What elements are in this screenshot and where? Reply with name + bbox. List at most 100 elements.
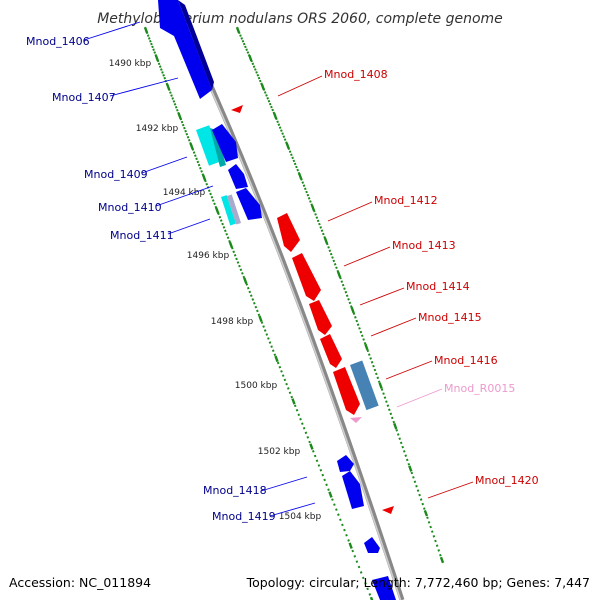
outer-ring-mark [341,283,345,287]
outer-ring-mark [434,539,437,543]
gene-mnod-1416-steel[interactable] [350,360,379,411]
gene-mnod-1408[interactable] [231,105,243,113]
inner-ring-mark [239,268,243,272]
outer-tick-ring [235,26,445,564]
gene-mnod-1409[interactable] [196,125,223,166]
outer-ring-mark [240,37,243,40]
gene-label-right[interactable]: Mnod_1420 [475,474,539,487]
gene-mnod-1415[interactable] [320,334,342,368]
outer-ring-mark [439,556,445,564]
gene-label-left[interactable]: Mnod_1419 [212,510,276,523]
inner-ring-mark [171,97,174,100]
gene-mnod-1409b[interactable] [212,124,238,162]
inner-ring-mark [299,417,302,421]
gene-label-right[interactable]: Mnod_R0015 [444,382,515,395]
inner-ring-mark [245,283,249,286]
gene-mnod-1412[interactable] [277,213,300,252]
gene-label-left[interactable]: Mnod_1418 [203,484,267,497]
outer-ring-mark [345,294,349,298]
inner-ring-mark [195,157,198,161]
inner-ring-mark [143,26,149,34]
leader-line [141,156,188,174]
gene-mnod-1418[interactable] [337,455,354,472]
inner-ring-mark [323,478,326,482]
leader-line [427,481,474,499]
inner-ring-mark [256,309,259,313]
gene-mnod-1411-grey[interactable] [227,194,242,225]
inner-ring-mark [246,286,250,290]
inner-ring-mark [179,117,183,121]
gene-label-right[interactable]: Mnod_1413 [392,239,456,252]
gene-bottom[interactable] [372,576,396,600]
outer-ring-mark [254,68,257,71]
leader-line [277,75,323,97]
tick-label: 1494 kbp [163,188,206,198]
outer-ring-mark [314,213,317,216]
gene-label-left[interactable]: Mnod_1406 [26,35,90,48]
gene-label-left[interactable]: Mnod_1411 [110,229,174,242]
outer-ring-mark [301,181,305,184]
outer-ring-mark [305,190,308,194]
outer-ring-mark [408,465,413,472]
inner-ring-mark [242,275,246,279]
gene-label-right[interactable]: Mnod_1416 [434,354,498,367]
inner-ring-mark [236,261,240,264]
gene-mnod-1410[interactable] [228,164,248,189]
outer-ring-mark [251,62,255,66]
gene-mnod-1414[interactable] [309,300,332,335]
outer-ring-mark [309,200,312,203]
inner-ring-mark [312,450,315,453]
outer-ring-mark [306,193,310,197]
leader-line [359,287,405,306]
outer-ring-mark [385,400,388,403]
gene-mnod-1420[interactable] [382,506,394,514]
inner-ring-mark [200,170,203,173]
outer-ring-mark [427,521,431,524]
gene-label-right[interactable]: Mnod_1408 [324,68,388,81]
gene-next[interactable] [364,537,380,553]
gene-label-right[interactable]: Mnod_1415 [418,311,482,324]
inner-ring-mark [162,74,165,77]
outer-ring-mark [347,298,350,301]
outer-ring-mark [333,263,337,266]
outer-ring-mark [246,51,250,54]
gene-label-right[interactable]: Mnod_1414 [406,280,470,293]
outer-ring-mark [350,306,355,314]
outer-ring-mark [372,364,375,368]
inner-ring-mark [278,365,282,369]
outer-ring-mark [275,117,278,121]
inner-ring-mark [174,105,178,109]
rna-mnod-r0015[interactable] [350,417,362,423]
inner-ring-mark [185,132,189,136]
outer-ring-mark [335,266,338,270]
inner-ring-mark [146,34,150,37]
inner-ring-mark [328,491,333,498]
inner-ring-mark [297,413,301,417]
gene-mnod-1406[interactable] [158,0,212,99]
gene-mnod-1411[interactable] [236,188,262,220]
outer-ring-mark [266,97,269,100]
inner-ring-mark [355,560,359,563]
inner-ring-mark [337,513,340,516]
gene-label-left[interactable]: Mnod_1407 [52,91,116,104]
gene-mnod-1419[interactable] [342,471,364,509]
outer-ring-mark [237,31,241,35]
gene-label-left[interactable]: Mnod_1410 [98,201,162,214]
inner-ring-mark [306,436,310,439]
gene-mnod-1413[interactable] [292,253,321,301]
gene-mnod-1416[interactable] [333,367,360,415]
outer-ring-mark [252,65,256,68]
gene-mnod-1411-cyan[interactable] [221,195,236,226]
inner-ring-mark [169,91,172,94]
inner-ring-mark [197,163,201,167]
inner-ring-mark [283,378,287,382]
inner-ring-mark [167,88,171,91]
inner-ring-mark [327,488,330,491]
gene-label-left[interactable]: Mnod_1409 [84,168,148,181]
gene-labels: Mnod_1406 Mnod_1407 Mnod_1409 Mnod_1410 Mnod… [26,21,539,523]
gene-label-right[interactable]: Mnod_1412 [374,194,438,207]
outer-ring-mark [344,290,348,294]
inner-ring-mark [209,192,212,196]
inner-ring-mark [183,126,186,130]
outer-ring-mark [392,420,396,424]
